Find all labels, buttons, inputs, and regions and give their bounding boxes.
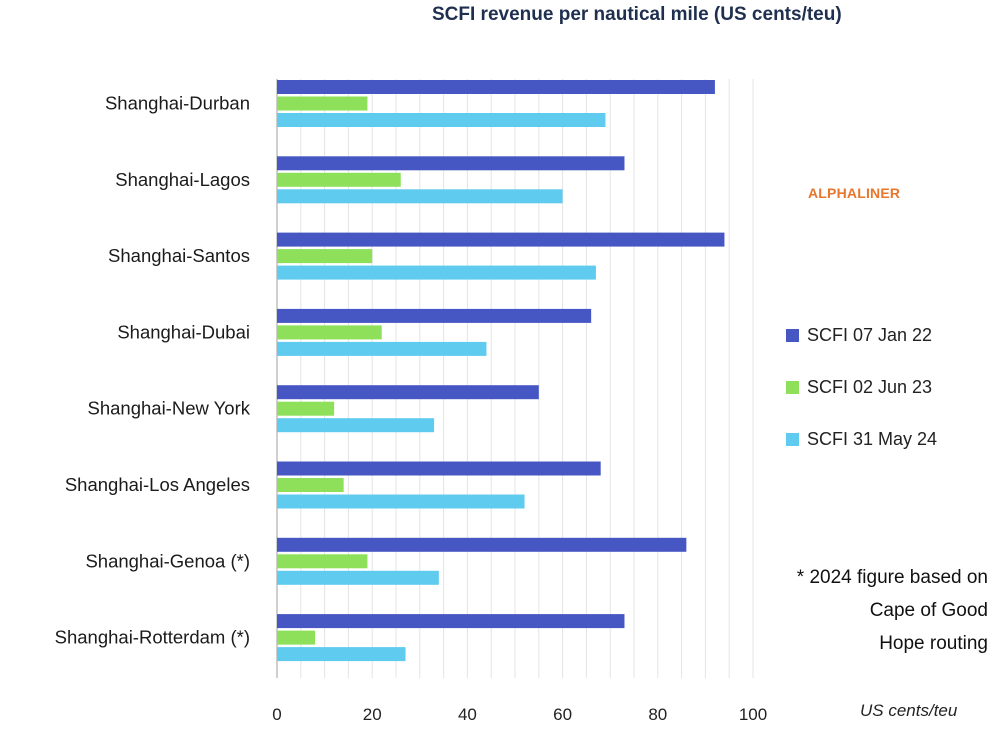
x-axis-label: US cents/teu (860, 701, 958, 720)
bar-1 (277, 80, 715, 94)
legend-item: SCFI 07 Jan 22 (786, 322, 937, 348)
bar-1 (277, 308, 592, 323)
bar-2 (277, 554, 368, 569)
footnote-line-1: * 2024 figure based on (796, 567, 988, 588)
category-label: Shanghai-Rotterdam (*) (55, 627, 250, 648)
category-label: Shanghai-Genoa (*) (85, 550, 250, 571)
legend-swatch-2 (786, 380, 799, 394)
bar-2 (277, 172, 401, 187)
footnote: * 2024 figure based on Cape of Good Hope… (720, 561, 988, 660)
bar-2 (277, 401, 335, 416)
bar-2 (277, 325, 382, 340)
legend-label-3: SCFI 31 May 24 (807, 428, 938, 449)
x-tick-label: 40 (458, 705, 477, 724)
x-tick-label: 60 (553, 705, 572, 724)
category-label: Shanghai-Santos (108, 245, 250, 266)
category-label: Shanghai-Dubai (117, 321, 250, 342)
legend: SCFI 07 Jan 22 SCFI 02 Jun 23 SCFI 31 Ma… (786, 322, 937, 478)
footnote-line-3: Hope routing (879, 633, 988, 654)
chart-title: SCFI revenue per nautical mile (US cents… (432, 4, 842, 25)
bar-1 (277, 461, 601, 476)
bar-3 (277, 418, 435, 433)
legend-swatch-1 (786, 328, 799, 342)
category-label: Shanghai-Lagos (115, 169, 250, 190)
bar-1 (277, 232, 725, 247)
category-labels: Shanghai-Durban Shanghai-Lagos Shanghai-Sa… (55, 93, 251, 648)
x-tick-labels: 0 20 40 60 80 100 (272, 705, 767, 724)
x-tick-label: 100 (739, 705, 767, 724)
bar-2 (277, 96, 368, 111)
bar-2 (277, 630, 316, 645)
bars (277, 80, 725, 662)
bar-3 (277, 341, 487, 356)
bar-3 (277, 113, 606, 127)
bar-1 (277, 614, 625, 629)
bar-3 (277, 570, 439, 585)
bar-2 (277, 249, 373, 264)
brand-label: ALPHALINER (808, 185, 901, 201)
legend-swatch-3 (786, 432, 799, 446)
bar-3 (277, 494, 525, 509)
grid-lines (276, 79, 754, 678)
x-tick-label: 0 (272, 705, 281, 724)
bar-3 (277, 265, 596, 280)
legend-item: SCFI 31 May 24 (786, 426, 937, 452)
category-label: Shanghai-New York (88, 398, 251, 419)
legend-item: SCFI 02 Jun 23 (786, 374, 937, 400)
category-label: Shanghai-Los Angeles (65, 474, 250, 495)
bar-1 (277, 537, 687, 552)
bar-3 (277, 189, 563, 204)
legend-label-1: SCFI 07 Jan 22 (807, 324, 933, 345)
bar-2 (277, 478, 344, 492)
x-tick-label: 80 (648, 705, 667, 724)
category-label: Shanghai-Durban (105, 93, 250, 114)
bar-1 (277, 385, 539, 400)
footnote-line-2: Cape of Good (869, 600, 988, 621)
bar-1 (277, 156, 625, 171)
legend-label-2: SCFI 02 Jun 23 (807, 376, 933, 397)
bar-3 (277, 647, 406, 662)
x-tick-label: 20 (363, 705, 382, 724)
